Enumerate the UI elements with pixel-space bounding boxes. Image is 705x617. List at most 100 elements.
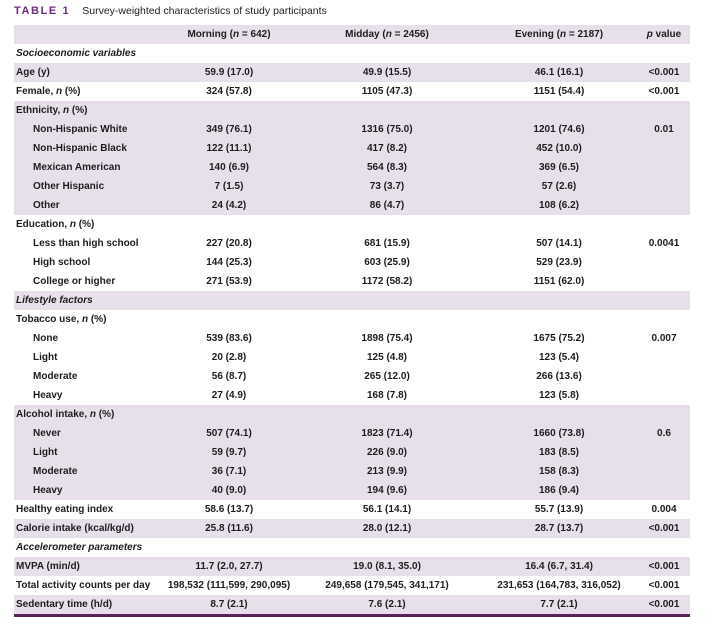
value-cell-morning: 122 (11.1) — [164, 139, 294, 158]
value-cell-morning — [164, 405, 294, 424]
value-cell-morning: 198,532 (111,599, 290,095) — [167, 580, 291, 591]
value-cell-evening: 1675 (75.2) — [533, 333, 585, 344]
value-cell-midday — [294, 101, 480, 120]
value-cell-evening: 55.7 (13.9) — [534, 504, 584, 515]
row-label: Other Hispanic — [14, 177, 164, 196]
row-label: Healthy eating index — [16, 504, 114, 515]
value-cell-morning: 507 (74.1) — [164, 424, 294, 443]
p-value-cell — [638, 177, 690, 196]
value-cell-morning: 24 (4.2) — [164, 196, 294, 215]
value-cell-morning: 144 (25.3) — [206, 257, 252, 268]
row-label: Education, n (%) — [16, 219, 95, 230]
header-morning: Morning (n = 642) — [164, 25, 294, 44]
value-cell-evening — [480, 101, 638, 120]
header-blank-cell — [14, 25, 164, 44]
value-cell-midday — [294, 215, 480, 234]
row-label: Never — [14, 424, 164, 443]
p-value-cell — [638, 139, 690, 158]
row-label: Ethnicity, n (%) — [14, 101, 164, 120]
value-cell-midday: 1172 (58.2) — [361, 276, 413, 287]
value-cell-morning: 324 (57.8) — [206, 86, 252, 97]
table-caption: Survey-weighted characteristics of study… — [82, 5, 327, 17]
p-value-cell: <0.001 — [648, 86, 680, 97]
value-cell-evening — [480, 310, 638, 329]
header-evening: Evening (n = 2187) — [480, 25, 638, 44]
value-cell-morning: 140 (6.9) — [164, 158, 294, 177]
row-label: College or higher — [33, 276, 116, 287]
row-label: Light — [33, 352, 58, 363]
table-row: Light 20 (2.8) 125 (4.8) 123 (5.4) — [14, 348, 690, 367]
value-cell-midday: 564 (8.3) — [294, 158, 480, 177]
row-label: Female, n (%) — [16, 86, 81, 97]
value-cell-evening: 158 (8.3) — [480, 462, 638, 481]
value-cell-midday: 603 (25.9) — [364, 257, 410, 268]
value-cell-midday — [294, 405, 480, 424]
row-label: MVPA (min/d) — [14, 557, 164, 576]
row-label: Alcohol intake, n (%) — [14, 405, 164, 424]
value-cell-midday: 73 (3.7) — [294, 177, 480, 196]
value-cell-midday: 1823 (71.4) — [294, 424, 480, 443]
p-value-cell — [638, 462, 690, 481]
p-value-cell — [638, 253, 690, 272]
value-cell-evening — [480, 405, 638, 424]
section-label: Lifestyle factors — [14, 291, 690, 310]
p-value-cell: 0.01 — [638, 120, 690, 139]
table-row: MVPA (min/d) 11.7 (2.0, 27.7) 19.0 (8.1, 3… — [14, 557, 690, 576]
table-row: Alcohol intake, n (%) — [14, 405, 690, 424]
table-row: Sedentary time (h/d) 8.7 (2.1) 7.6 (2.1) 7.… — [14, 595, 690, 616]
table-row: Heavy 40 (9.0) 194 (9.6) 186 (9.4) — [14, 481, 690, 500]
table-row: Less than high school 227 (20.8) 681 (15.9… — [14, 234, 690, 253]
table-title: TABLE 1 Survey-weighted characteristics o… — [14, 5, 698, 17]
row-label: None — [33, 333, 58, 344]
p-value-cell — [638, 101, 690, 120]
p-value-cell — [638, 405, 690, 424]
table-number: TABLE 1 — [14, 5, 71, 17]
table-row: Other 24 (4.2) 86 (4.7) 108 (6.2) — [14, 196, 690, 215]
section-row: Accelerometer parameters — [14, 538, 690, 557]
value-cell-midday: 265 (12.0) — [364, 371, 410, 382]
row-label: Heavy — [33, 390, 63, 401]
table-row: None 539 (83.6) 1898 (75.4) 1675 (75.2) 0.00… — [14, 329, 690, 348]
value-cell-midday: 56.1 (14.1) — [362, 504, 412, 515]
value-cell-evening: 266 (13.6) — [536, 371, 582, 382]
value-cell-morning: 27 (4.9) — [211, 390, 247, 401]
value-cell-evening — [480, 215, 638, 234]
table-row: College or higher 271 (53.9) 1172 (58.2) 11… — [14, 272, 690, 291]
value-cell-morning — [164, 101, 294, 120]
value-cell-evening: 1201 (74.6) — [480, 120, 638, 139]
value-cell-evening: 507 (14.1) — [536, 238, 582, 249]
p-value-cell — [638, 348, 690, 367]
value-cell-morning: 11.7 (2.0, 27.7) — [164, 557, 294, 576]
table-row: Female, n (%) 324 (57.8) 1105 (47.3) 1151 (… — [14, 82, 690, 101]
value-cell-evening: 1151 (54.4) — [533, 86, 585, 97]
value-cell-midday: 86 (4.7) — [294, 196, 480, 215]
characteristics-table: Morning (n = 642) Midday (n = 2456) Even… — [14, 25, 690, 617]
table-header-row: Morning (n = 642) Midday (n = 2456) Even… — [14, 25, 690, 44]
value-cell-evening: 46.1 (16.1) — [480, 63, 638, 82]
section-label: Socioeconomic variables — [16, 48, 137, 59]
value-cell-evening: 1151 (62.0) — [533, 276, 585, 287]
table-row: Non-Hispanic Black 122 (11.1) 417 (8.2) 452… — [14, 139, 690, 158]
row-label: Other — [14, 196, 164, 215]
value-cell-midday: 49.9 (15.5) — [294, 63, 480, 82]
p-value-cell — [638, 272, 690, 291]
p-value-cell — [638, 386, 690, 405]
value-cell-morning: 40 (9.0) — [164, 481, 294, 500]
value-cell-morning: 539 (83.6) — [206, 333, 252, 344]
p-value-cell: 0.0041 — [648, 238, 680, 249]
table-row: Other Hispanic 7 (1.5) 73 (3.7) 57 (2.6) — [14, 177, 690, 196]
p-value-cell — [638, 310, 690, 329]
value-cell-morning: 36 (7.1) — [164, 462, 294, 481]
p-value-cell: <0.001 — [638, 595, 690, 616]
value-cell-morning: 349 (76.1) — [164, 120, 294, 139]
value-cell-midday: 417 (8.2) — [294, 139, 480, 158]
table-row: High school 144 (25.3) 603 (25.9) 529 (23.9… — [14, 253, 690, 272]
table-row: Age (y) 59.9 (17.0) 49.9 (15.5) 46.1 (16.1)… — [14, 63, 690, 82]
p-value-cell — [638, 481, 690, 500]
value-cell-midday: 226 (9.0) — [294, 443, 480, 462]
value-cell-evening: 7.7 (2.1) — [480, 595, 638, 616]
section-row: Socioeconomic variables — [14, 44, 690, 63]
value-cell-evening: 123 (5.4) — [538, 352, 580, 363]
header-midday: Midday (n = 2456) — [294, 25, 480, 44]
value-cell-evening: 16.4 (6.7, 31.4) — [480, 557, 638, 576]
